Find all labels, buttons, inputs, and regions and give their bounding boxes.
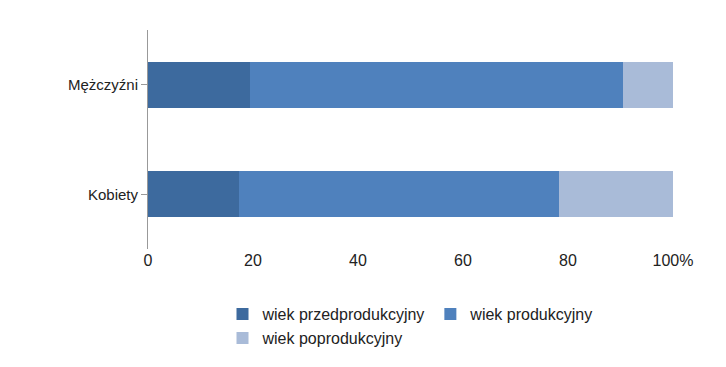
svg-text:0: 0 bbox=[144, 252, 153, 269]
svg-text:Mężczyźni: Mężczyźni bbox=[68, 76, 138, 93]
svg-text:wiek produkcyjny: wiek produkcyjny bbox=[469, 306, 592, 323]
svg-text:20: 20 bbox=[244, 252, 262, 269]
svg-text:40: 40 bbox=[349, 252, 367, 269]
svg-text:wiek poprodukcyjny: wiek poprodukcyjny bbox=[262, 330, 403, 347]
svg-text:wiek przedprodukcyjny: wiek przedprodukcyjny bbox=[262, 306, 425, 323]
svg-text:60: 60 bbox=[454, 252, 472, 269]
svg-text:100%: 100% bbox=[653, 252, 694, 269]
svg-text:Kobiety: Kobiety bbox=[88, 186, 139, 203]
svg-text:80: 80 bbox=[559, 252, 577, 269]
